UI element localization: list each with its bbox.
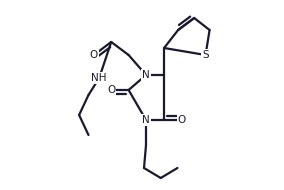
Text: S: S: [202, 50, 209, 60]
Text: N: N: [142, 115, 150, 125]
Text: O: O: [90, 50, 98, 60]
Text: O: O: [177, 115, 186, 125]
Text: O: O: [107, 85, 115, 95]
Text: N: N: [142, 70, 150, 80]
Text: NH: NH: [91, 73, 107, 83]
